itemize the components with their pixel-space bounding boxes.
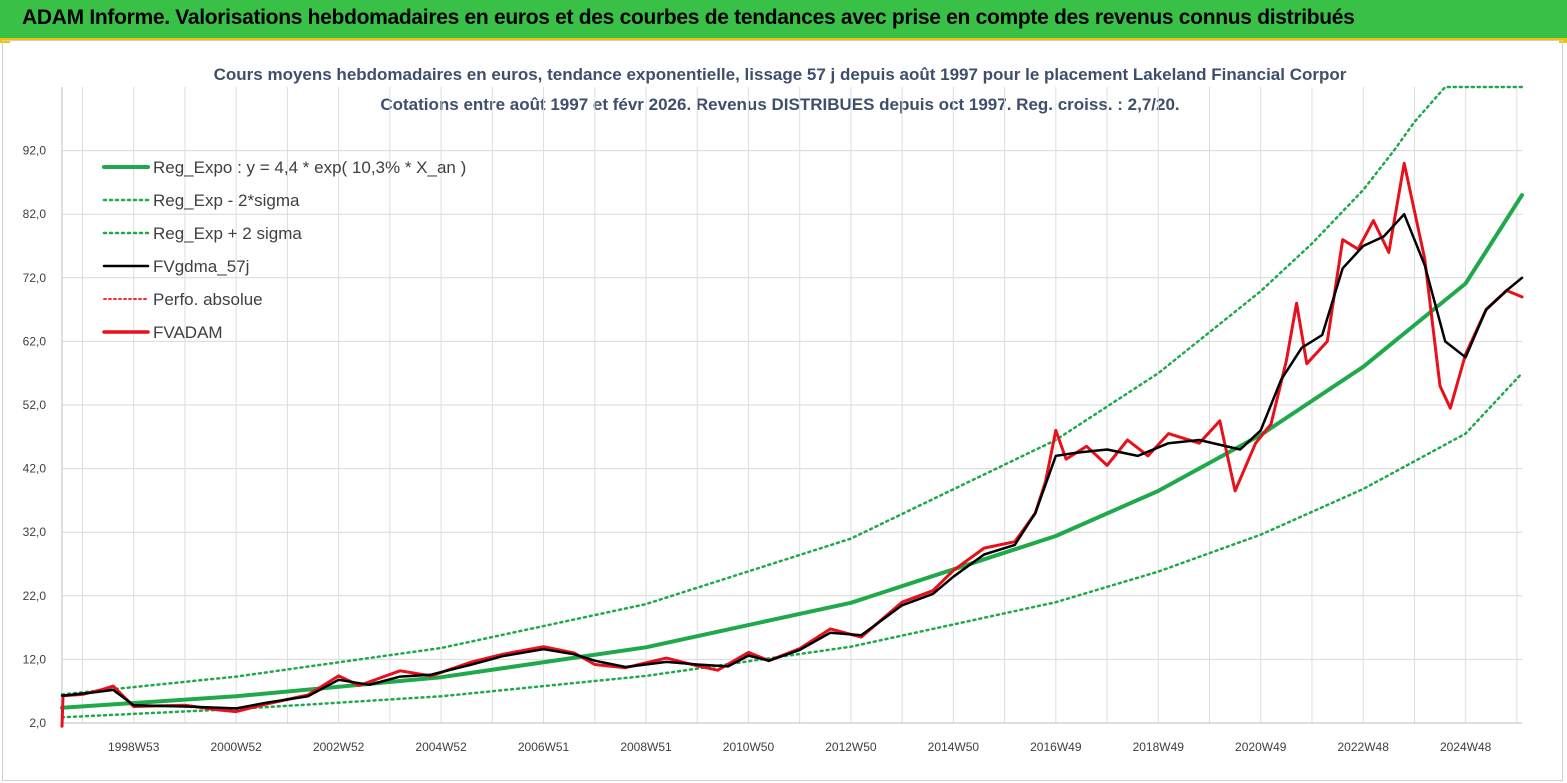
legend-label: Reg_Exp - 2*sigma — [153, 191, 300, 210]
chart-subtitle: Cotations entre août 1997 et févr 2026. … — [380, 95, 1179, 114]
accent-mark-left — [0, 40, 10, 43]
y-tick-label: 52,0 — [23, 398, 47, 412]
fvadam-line — [60, 161, 1524, 728]
y-tick-label: 92,0 — [23, 144, 47, 158]
reg-plus-2sigma-line — [60, 85, 1524, 696]
chart-frame — [2, 40, 1563, 781]
x-tick-label: 2012W50 — [825, 740, 877, 754]
x-tick-label: 2022W48 — [1338, 740, 1390, 754]
x-tick-label: 1998W53 — [108, 740, 160, 754]
x-tick-label: 2016W49 — [1030, 740, 1082, 754]
grid — [62, 87, 1522, 724]
x-tick-label: 2010W50 — [723, 740, 775, 754]
x-tick-label: 2004W52 — [415, 740, 467, 754]
y-tick-label: 72,0 — [23, 271, 47, 285]
series-layer — [60, 85, 1524, 728]
legend-label: Reg_Exp + 2 sigma — [153, 224, 302, 243]
y-tick-label: 2,0 — [29, 716, 46, 730]
x-tick-label: 2020W49 — [1235, 740, 1287, 754]
x-tick-label: 2000W52 — [210, 740, 262, 754]
x-tick-label: 2006W51 — [518, 740, 570, 754]
y-tick-label: 22,0 — [23, 589, 47, 603]
x-tick-label: 2024W48 — [1440, 740, 1492, 754]
reg-minus-2sigma-line — [60, 371, 1524, 719]
legend-label: FVADAM — [153, 323, 223, 342]
legend-label: Perfo. absolue — [153, 290, 263, 309]
legend-label: Reg_Expo : y = 4,4 * exp( 10,3% * X_an ) — [153, 158, 466, 177]
x-tick-label: 2018W49 — [1133, 740, 1185, 754]
accent-mark-right — [1559, 40, 1567, 43]
title-banner: ADAM Informe. Valorisations hebdomadaire… — [0, 0, 1567, 40]
x-tick-label: 2014W50 — [928, 740, 980, 754]
y-tick-label: 12,0 — [23, 652, 47, 666]
x-tick-label: 2002W52 — [313, 740, 365, 754]
y-tick-label: 82,0 — [23, 207, 47, 221]
legend: Reg_Expo : y = 4,4 * exp( 10,3% * X_an )… — [102, 158, 466, 342]
reg-expo-line — [60, 193, 1524, 710]
chart-title: Cours moyens hebdomadaires en euros, ten… — [214, 65, 1347, 84]
x-tick-label: 2008W51 — [620, 740, 672, 754]
fvgdma-line — [60, 212, 1524, 710]
legend-label: FVgdma_57j — [153, 257, 249, 276]
y-tick-label: 32,0 — [23, 525, 47, 539]
y-tick-label: 42,0 — [23, 462, 47, 476]
y-tick-label: 62,0 — [23, 334, 47, 348]
axes: 2,0 12,0 22,0 32,0 42,0 52,0 62,0 72,0 82,0 92,0 1… — [23, 87, 1522, 754]
banner-title: ADAM Informe. Valorisations hebdomadaire… — [22, 6, 1355, 29]
